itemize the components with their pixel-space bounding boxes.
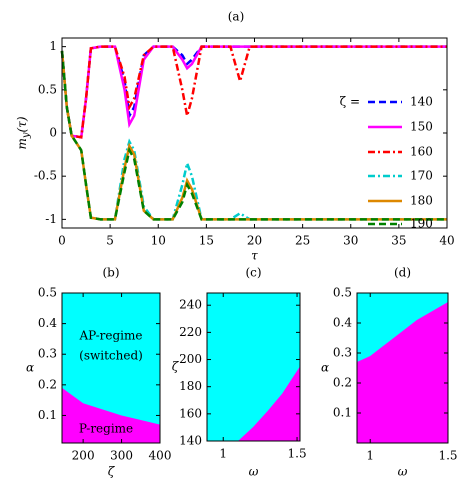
y-tick-label: 0.1	[38, 408, 57, 422]
x-tick-label: 20	[247, 234, 262, 248]
x-tick-label: 1.5	[288, 447, 307, 461]
x-axis-label: ω	[398, 465, 408, 479]
legend-label: 160	[410, 145, 433, 159]
chart-title: (a)	[228, 10, 245, 24]
legend-label: 190	[410, 217, 433, 231]
x-tick-label: 300	[110, 449, 133, 463]
y-axis-label: ζ	[172, 360, 180, 374]
y-tick-label: 200	[179, 352, 202, 366]
x-tick-label: 15	[199, 234, 214, 248]
y-label-rest: (τ)	[15, 116, 29, 132]
x-tick-label: 1	[219, 447, 227, 461]
x-tick-label: 200	[72, 449, 95, 463]
y-tick-label: 0.2	[333, 376, 352, 390]
y-tick-label: 0.4	[38, 316, 57, 330]
y-label-sub: y	[21, 132, 32, 139]
lower-region	[207, 366, 300, 441]
y-tick-label: 0.5	[38, 82, 57, 96]
y-tick-label: 220	[179, 325, 202, 339]
lower-region	[62, 387, 160, 443]
legend-label: 140	[410, 95, 433, 109]
panel-title: (b)	[102, 266, 119, 280]
axes-frame	[61, 292, 161, 444]
y-tick-label: 0.4	[333, 316, 352, 330]
region-label: P-regime	[79, 422, 133, 436]
data-line	[60, 45, 447, 139]
x-tick-label: 35	[391, 234, 406, 248]
y-tick-label: 0.5	[333, 286, 352, 300]
y-tick-label: 0.2	[38, 377, 57, 391]
legend-label: 170	[410, 169, 433, 183]
y-axis-label: my(τ)	[15, 116, 32, 149]
axes-frame	[356, 292, 449, 444]
x-tick-label: 0	[58, 234, 66, 248]
x-tick-label: 1	[366, 449, 374, 463]
y-tick-label: 140	[179, 434, 202, 448]
region-label: AP-regime	[79, 329, 143, 343]
x-tick-label: 5	[106, 234, 114, 248]
data-line	[60, 50, 447, 221]
y-tick-label: -1	[45, 212, 57, 226]
axes-frame	[61, 37, 448, 229]
x-tick-label: 10	[151, 234, 166, 248]
x-tick-label: 40	[439, 234, 454, 248]
x-tick-label: 25	[295, 234, 310, 248]
region-label: (switched)	[79, 349, 143, 363]
y-axis-label: α	[26, 361, 34, 375]
x-axis-label: ω	[249, 465, 259, 479]
y-tick-label: 0.5	[38, 286, 57, 300]
y-tick-label: 0.1	[333, 406, 352, 420]
panel-title: (c)	[245, 266, 261, 280]
y-tick-label: 160	[179, 406, 202, 420]
y-tick-label: 0.3	[38, 347, 57, 361]
x-axis-label: ζ	[108, 465, 116, 479]
x-axis-label: τ	[251, 249, 258, 263]
y-tick-label: 1	[49, 39, 57, 53]
legend-title: ζ =	[340, 95, 360, 109]
legend-label: 150	[410, 120, 433, 134]
x-tick-label: 400	[149, 449, 172, 463]
lower-region	[357, 302, 448, 443]
y-tick-label: 0.3	[333, 346, 352, 360]
y-axis-label: α	[321, 361, 329, 375]
axes-frame	[206, 292, 301, 442]
data-line	[60, 45, 447, 139]
y-label-base: m	[15, 138, 29, 149]
legend-label: 180	[410, 194, 433, 208]
y-tick-label: -0.5	[34, 169, 57, 183]
y-tick-label: 0	[49, 126, 57, 140]
x-tick-label: 30	[343, 234, 358, 248]
panel-title: (d)	[394, 266, 411, 280]
y-tick-label: 240	[179, 298, 202, 312]
y-tick-label: 180	[179, 379, 202, 393]
x-tick-label: 1.5	[438, 449, 457, 463]
